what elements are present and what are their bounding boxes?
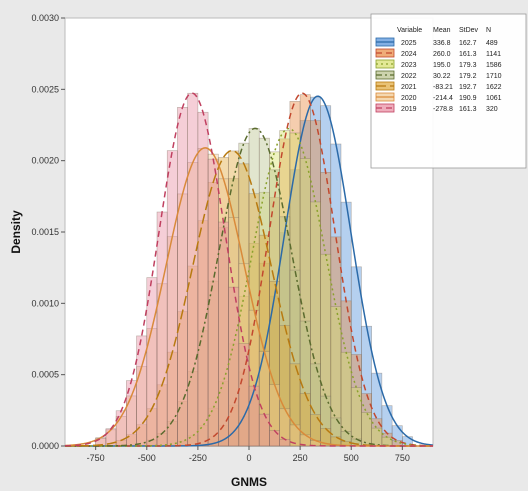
density-curve-2022 [65,127,433,447]
legend-value: 1710 [486,73,502,80]
legend: Variable Mean StDev N 2025 336.8 162.7 489 2024 2… [370,13,527,169]
x-tick-label: 750 [395,453,410,463]
legend-box [370,13,527,169]
legend-header: Mean [433,27,451,34]
legend-value: 161.3 [459,51,477,58]
legend-value: 179.3 [459,62,477,69]
histogram-bar-2019 [166,150,178,447]
x-tick-label: -750 [87,453,105,463]
histogram-bar-2019 [197,111,209,447]
y-tick-label: 0.0005 [31,370,59,380]
legend-value: -214.4 [433,95,453,102]
histogram-bar-2019 [258,413,270,447]
histogram-bar-2019 [269,430,280,447]
legend-header: Variable [397,27,422,34]
y-tick-label: 0.0015 [31,227,59,237]
legend-value: 2023 [401,62,417,69]
x-tick-label: 500 [344,453,359,463]
x-tick-label: -500 [138,453,156,463]
legend-value: 190.9 [459,95,477,102]
legend-value: 162.7 [459,40,477,47]
legend-value: 2022 [401,73,417,80]
histogram-bar-2019 [218,221,229,447]
x-axis-title: GNMS [231,475,267,489]
axes: -750 -500 -250 0 250 500 750 0.0000 0.0005 0.0010… [31,13,409,463]
legend-value: 2019 [401,106,417,113]
legend-value: -278.8 [433,106,453,113]
legend-value: 1061 [486,95,502,102]
x-tick-label: 250 [293,453,308,463]
legend-value: -83.21 [433,84,453,91]
legend-value: 2024 [401,51,417,58]
density-curve-2019 [64,92,433,447]
density-curves [64,92,434,447]
legend-header: StDev [459,27,479,34]
legend-value: 192.7 [459,84,477,91]
x-tick-label: 0 [246,453,251,463]
legend-value: 195.0 [433,62,451,69]
legend-value: 489 [486,40,498,47]
y-tick-label: 0.0025 [31,84,59,94]
legend-value: 336.8 [433,40,451,47]
y-tick-label: 0.0030 [31,13,59,23]
legend-value: 260.0 [433,51,451,58]
histogram-bars [95,92,413,447]
legend-value: 179.2 [459,73,477,80]
y-tick-label: 0.0010 [31,298,59,308]
histogram-bar-2019 [156,211,168,447]
y-tick-label: 0.0000 [31,441,59,451]
legend-value: 30.22 [433,73,451,80]
histogram-bar-2019 [279,438,291,447]
legend-value: 161.3 [459,106,477,113]
y-axis-title: Density [9,210,23,254]
legend-value: 320 [486,106,498,113]
x-tick-label: -250 [189,453,207,463]
legend-value: 2020 [401,95,417,102]
y-tick-label: 0.0020 [31,156,59,166]
legend-value: 1141 [486,51,501,58]
legend-header: N [486,27,491,34]
histogram-bar-2019 [177,107,188,447]
legend-value: 1622 [486,84,502,91]
legend-value: 1586 [486,62,502,69]
histogram-bar-2023 [371,427,383,447]
histogram-bar-2019 [187,92,199,447]
legend-value: 2025 [401,40,417,47]
legend-value: 2021 [401,84,417,91]
